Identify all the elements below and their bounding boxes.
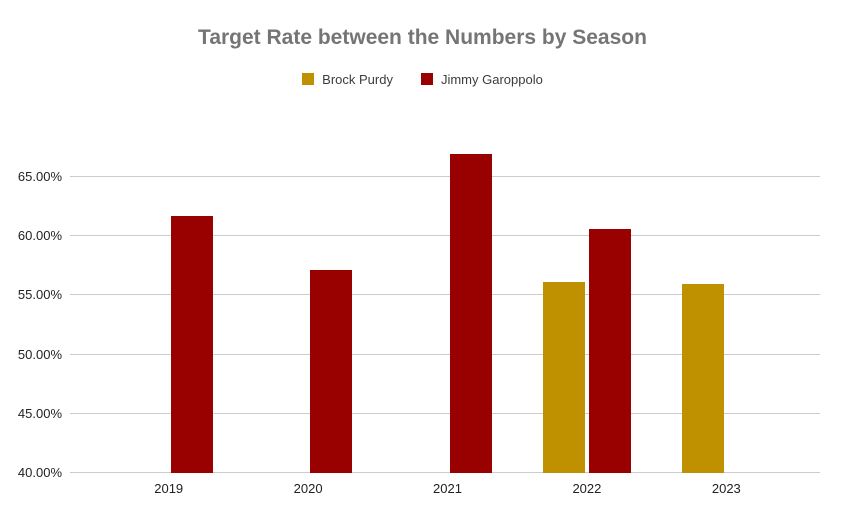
gridline-65 [70,175,820,177]
bar-jimmy-garoppolo-2022 [588,229,631,473]
x-tick-label-2021: 2021 [433,481,462,496]
bar-brock-purdy-2022 [542,282,585,473]
bar-jimmy-garoppolo-2021 [449,154,492,473]
y-tick-label: 40.00% [17,465,62,480]
y-tick-label: 60.00% [17,228,62,244]
gridline-40 [70,472,820,473]
plot-area [70,139,820,473]
legend-swatch-jimmy-garoppolo [420,73,433,85]
y-tick-label: 50.00% [17,346,62,362]
x-axis-labels: 2019 2020 2021 2022 2023 [99,481,796,496]
y-tick-label: 45.00% [17,405,62,421]
y-axis-labels: 40.00% 45.00% 50.00% 55.00% 60.00% 65.00% [0,139,62,479]
category-group-2019 [99,139,238,473]
bar-brock-purdy-2023 [682,283,725,473]
category-group-2022 [517,139,656,473]
gridline-55 [70,294,820,296]
category-group-2023 [657,139,796,473]
bars-band [99,139,796,473]
legend: Brock Purdy Jimmy Garoppolo [0,70,845,88]
legend-swatch-brock-purdy [302,73,315,85]
legend-item-jimmy-garoppolo: Jimmy Garoppolo [420,71,543,87]
gridline-50 [70,353,820,355]
y-tick-label: 65.00% [17,168,62,184]
legend-label-brock-purdy: Brock Purdy [322,71,393,87]
x-tick-label-2022: 2022 [572,481,602,496]
category-group-2020 [238,139,377,473]
gridline-45 [70,412,820,414]
bar-jimmy-garoppolo-2020 [310,270,353,473]
chart-title: Target Rate between the Numbers by Seaso… [198,26,647,49]
y-tick-label: 55.00% [17,287,62,303]
legend-label-jimmy-garoppolo: Jimmy Garoppolo [440,71,543,87]
bar-jimmy-garoppolo-2019 [170,216,213,473]
x-tick-label-2023: 2023 [711,481,741,496]
category-group-2021 [378,139,517,473]
x-tick-label-2019: 2019 [154,481,184,496]
legend-item-brock-purdy: Brock Purdy [302,72,393,87]
x-tick-label-2020: 2020 [293,481,323,496]
gridline-60 [70,235,820,237]
